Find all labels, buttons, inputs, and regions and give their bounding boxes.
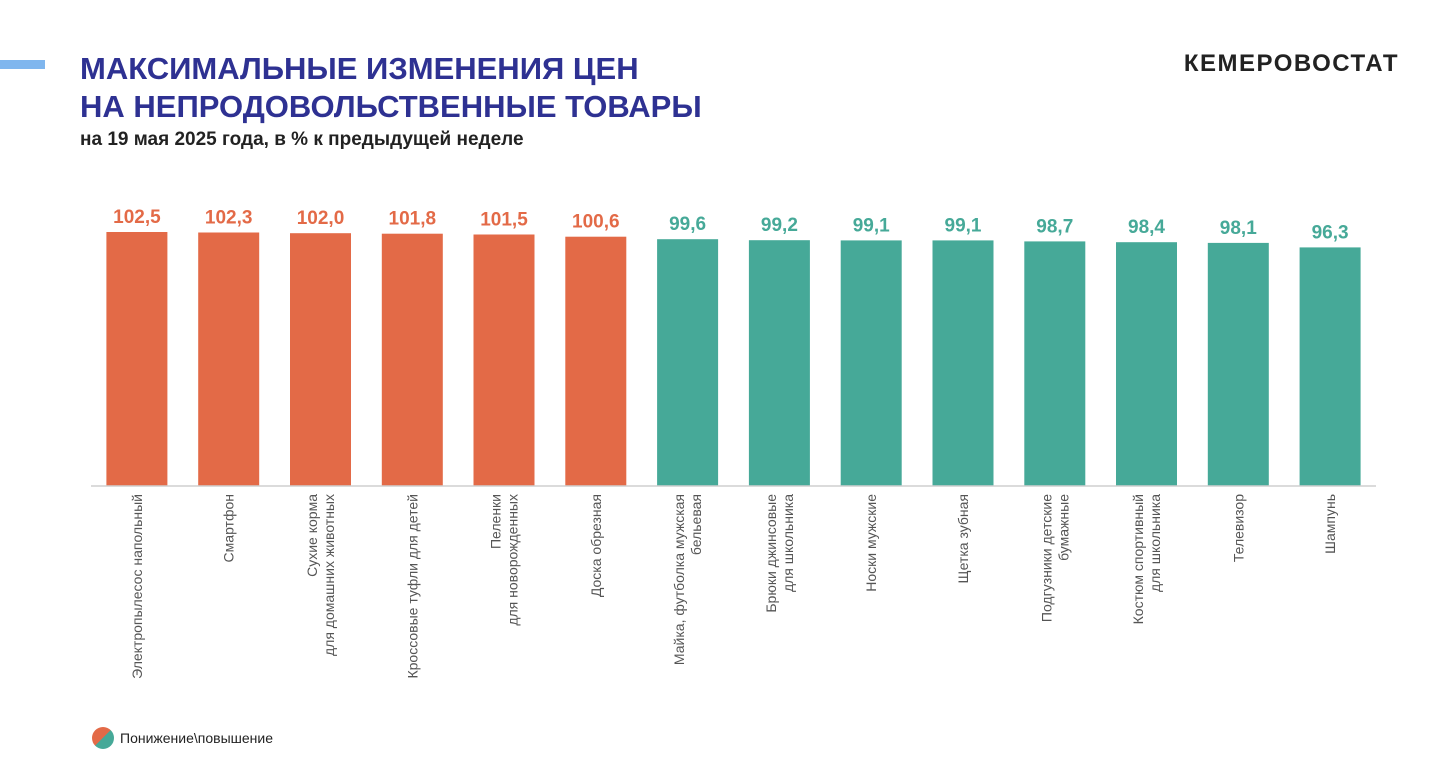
category-label-12-line-2: для школьника (1147, 494, 1163, 592)
category-label-4-line-1: Кроссовые туфли для детей (404, 494, 420, 679)
category-label-2-line-1: Смартфон (221, 494, 237, 562)
category-label-11-line-2: бумажные (1055, 494, 1071, 561)
value-label-10: 99,1 (945, 215, 982, 236)
value-label-4: 101,8 (389, 209, 437, 230)
bar-2 (198, 232, 260, 486)
bar-1 (106, 232, 168, 486)
category-label-1: Электропылесос напольный (129, 494, 145, 679)
category-label-9-line-1: Носки мужские (863, 494, 879, 592)
bar-7 (657, 239, 719, 486)
bar-3 (290, 233, 351, 486)
legend: Понижение\повышение (92, 727, 273, 749)
value-label-13: 98,1 (1220, 218, 1257, 239)
title-line-1: МАКСИМАЛЬНЫЕ ИЗМЕНЕНИЯ ЦЕН (80, 51, 639, 86)
title-line-2: НА НЕПРОДОВОЛЬСТВЕННЫЕ ТОВАРЫ (80, 89, 702, 124)
category-label-8: Брюки джинсовые для школьника (763, 494, 796, 613)
page-title: МАКСИМАЛЬНЫЕ ИЗМЕНЕНИЯ ЦЕН НА НЕПРОДОВОЛ… (80, 50, 702, 126)
category-label-1-line-1: Электропылесос напольный (129, 494, 145, 679)
brand-logo: КЕМЕРОВОСТАТ (1183, 50, 1399, 77)
category-label-9: Носки мужские (863, 494, 879, 592)
category-label-5-line-1: Пеленки (488, 494, 504, 549)
bar-9 (840, 240, 902, 486)
value-label-8: 99,2 (761, 215, 798, 236)
legend-label: Понижение\повышение (120, 730, 274, 746)
value-label-14: 96,3 (1312, 222, 1349, 243)
category-label-12: Костюм спортивный для школьника (1130, 494, 1163, 625)
category-label-7-line-1: Майка, футболка мужская (671, 494, 687, 665)
value-label-1: 102,5 (113, 207, 161, 228)
category-label-3-line-1: Сухие корма (304, 494, 320, 577)
category-label-12-line-1: Костюм спортивный (1130, 494, 1146, 624)
value-label-9: 99,1 (853, 215, 890, 236)
category-label-6-line-1: Доска обрезная (588, 494, 604, 597)
accent-bar (0, 60, 45, 69)
category-label-8-line-2: для школьника (780, 494, 796, 592)
bar-12 (1116, 242, 1177, 486)
category-label-4: Кроссовые туфли для детей (404, 494, 420, 679)
bar-chart: 102,5 Электропылесос напольный 102,3 Смартф… (91, 207, 1376, 679)
value-label-3: 102,0 (297, 208, 345, 229)
category-label-2: Смартфон (221, 494, 237, 562)
value-label-6: 100,6 (572, 212, 620, 233)
category-label-11-line-1: Подгузники детские (1038, 494, 1054, 622)
category-label-6: Доска обрезная (588, 494, 604, 597)
category-label-3: Сухие корма для домашних животных (304, 494, 337, 656)
page-subtitle: на 19 мая 2025 года, в % к предыдущей не… (80, 129, 524, 150)
bar-13 (1207, 242, 1269, 486)
bar-4 (381, 233, 443, 486)
category-label-13-line-1: Телевизор (1230, 494, 1246, 562)
category-label-3-line-2: для домашних животных (321, 494, 337, 656)
category-label-5: Пеленки для новорожденных (488, 494, 521, 626)
bar-14 (1299, 247, 1361, 486)
category-label-13: Телевизор (1230, 494, 1246, 562)
value-label-5: 101,5 (480, 210, 528, 231)
category-label-14-line-1: Шампунь (1322, 494, 1338, 554)
category-label-11: Подгузники детские бумажные (1038, 494, 1071, 622)
value-label-7: 99,6 (669, 214, 706, 235)
value-label-12: 98,4 (1128, 217, 1165, 238)
category-label-8-line-1: Брюки джинсовые (763, 494, 779, 613)
category-label-14: Шампунь (1322, 494, 1338, 554)
value-label-11: 98,7 (1036, 216, 1073, 237)
bar-6 (565, 236, 627, 486)
category-label-7: Майка, футболка мужская бельевая (671, 494, 704, 665)
bar-11 (1024, 241, 1086, 486)
category-label-10: Щетка зубная (955, 494, 971, 584)
bar-8 (748, 240, 810, 486)
legend-swatch-icon (92, 727, 114, 749)
category-label-10-line-1: Щетка зубная (955, 494, 971, 584)
category-label-7-line-2: бельевая (688, 494, 704, 555)
bar-10 (932, 240, 994, 486)
bar-5 (473, 234, 535, 486)
value-label-2: 102,3 (205, 208, 253, 229)
category-label-5-line-2: для новорожденных (505, 494, 521, 626)
